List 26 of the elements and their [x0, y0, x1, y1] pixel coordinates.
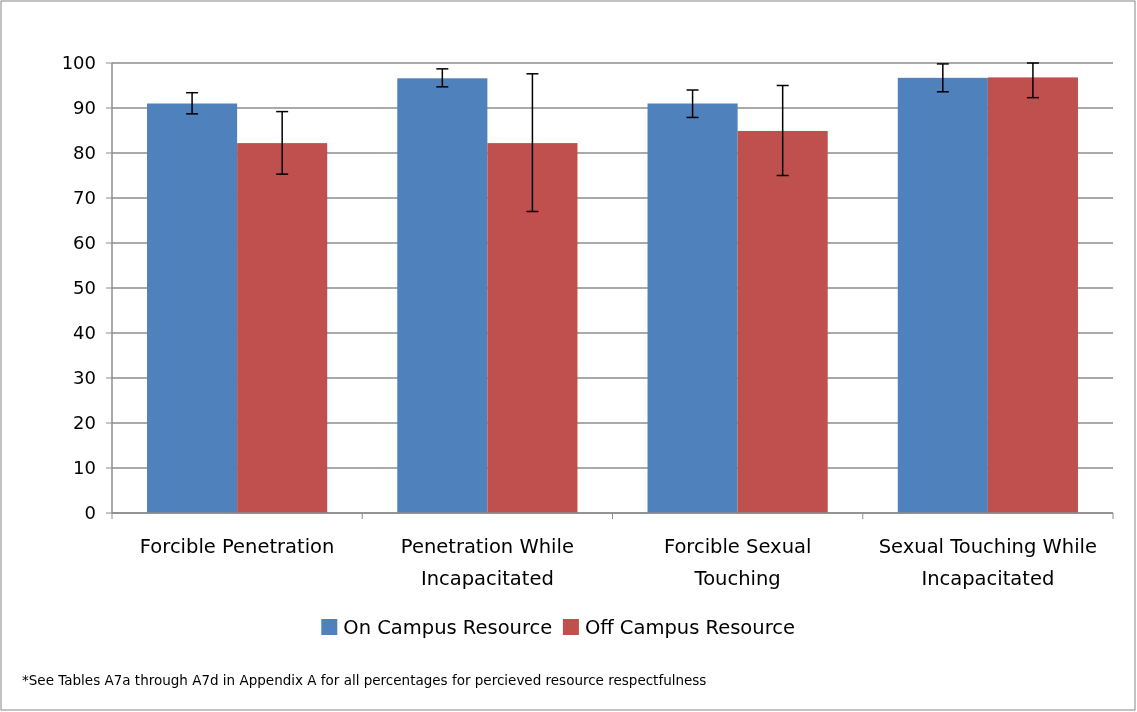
y-tick-label: 60: [73, 232, 96, 254]
x-tick-label: Sexual Touching While Incapacitated: [878, 535, 1098, 590]
legend-label: On Campus Resource: [343, 615, 553, 639]
bar: [487, 143, 578, 513]
bar: [737, 130, 828, 513]
y-tick-label: 70: [73, 187, 96, 209]
y-tick-label: 10: [73, 457, 96, 479]
y-tick-label: 0: [84, 502, 96, 524]
bar: [237, 143, 328, 513]
y-tick-label: 40: [73, 322, 96, 344]
bar: [397, 78, 488, 513]
bar: [987, 77, 1078, 513]
bar: [897, 77, 988, 513]
bar: [647, 103, 738, 513]
y-tick-label: 50: [73, 277, 96, 299]
x-tick-label: Forcible Penetration: [139, 535, 335, 558]
y-tick-label: 100: [61, 52, 96, 74]
x-tick-label: Penetration While Incapacitated: [400, 535, 574, 590]
x-tick-label: Forcible Sexual Touching: [663, 535, 812, 590]
y-tick-label: 30: [73, 367, 96, 389]
y-tick-label: 80: [73, 142, 96, 164]
legend-label: Off Campus Resource: [584, 615, 795, 639]
text: *See Tables A7a through A7d in Appendix A for all percentages for percieved resource respectfulness: [22, 672, 707, 688]
bar: [147, 103, 238, 513]
y-tick-label: 20: [73, 412, 96, 434]
y-tick-label: 90: [73, 97, 96, 119]
